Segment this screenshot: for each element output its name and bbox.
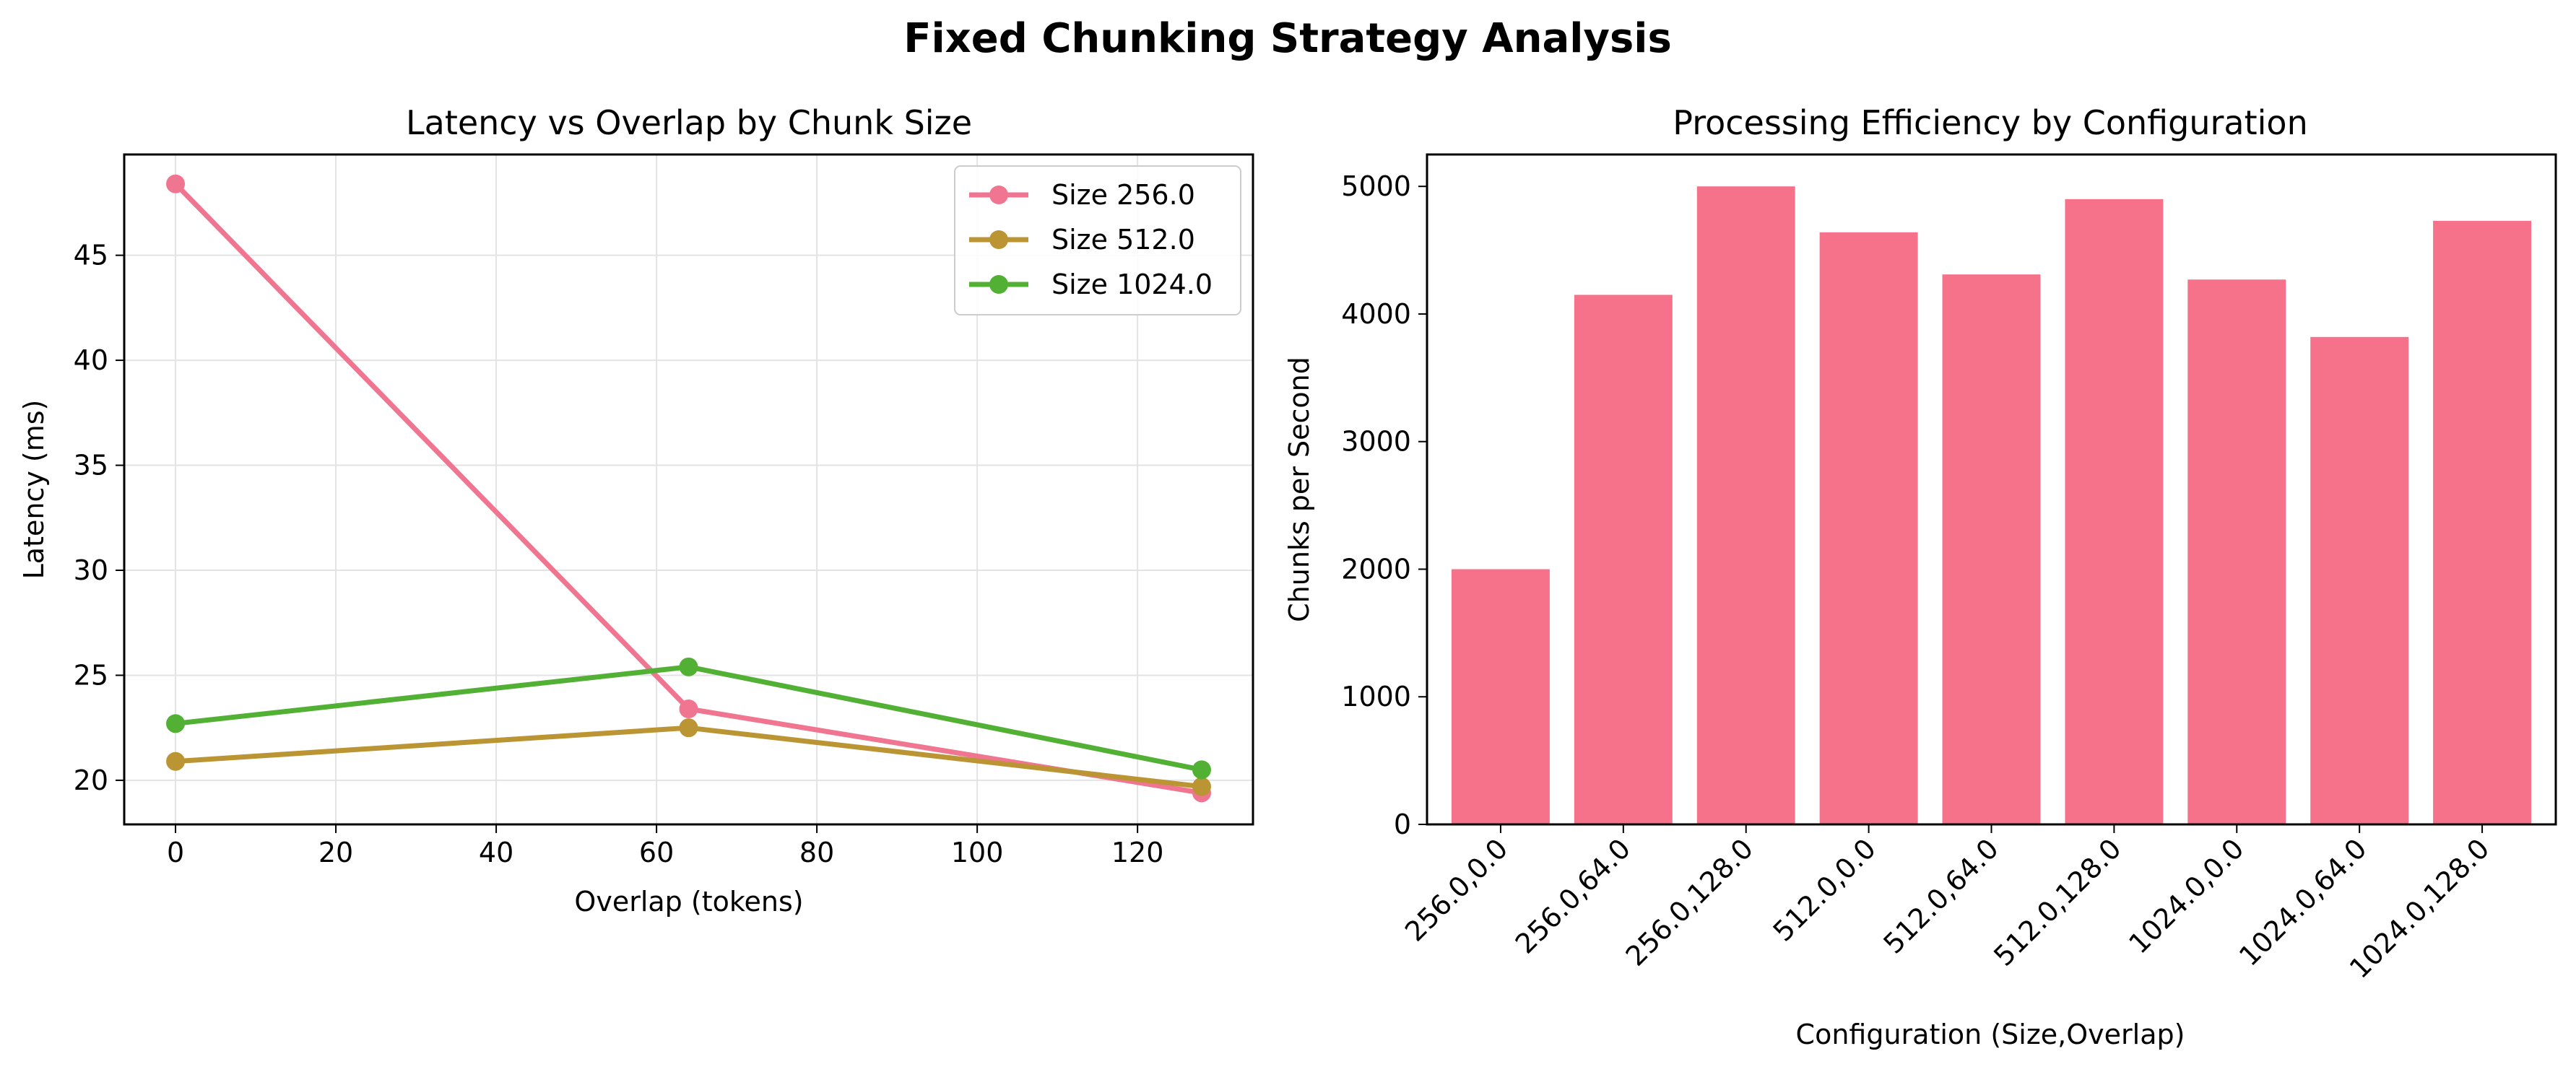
data-point	[166, 174, 186, 193]
x-tick-label: 0	[167, 837, 184, 868]
bar	[2065, 199, 2164, 824]
latency-y-ticks: 20 25 30 35 40 45	[74, 240, 124, 796]
legend-label: Size 1024.0	[1051, 269, 1213, 300]
data-point	[1192, 760, 1211, 780]
bar	[2187, 279, 2286, 824]
latency-line-chart: Latency vs Overlap by Chunk Size 0 20 40 60…	[18, 103, 1254, 918]
x-tick-label: 1024.0,64.0	[2233, 832, 2373, 972]
bar	[1696, 186, 1795, 824]
x-tick-label: 256.0,128.0	[1620, 832, 1760, 972]
x-tick-label: 1024.0,0.0	[2122, 832, 2250, 959]
legend-entry: Size 1024.0	[969, 269, 1213, 300]
bar	[1574, 295, 1673, 824]
efficiency-x-axis-label: Configuration (Size,Overlap)	[1796, 1019, 2185, 1050]
x-tick-label: 120	[1111, 837, 1164, 868]
y-tick-label: 5000	[1341, 170, 1411, 202]
bar	[2310, 336, 2409, 824]
legend-marker	[989, 230, 1008, 249]
y-tick-label: 25	[74, 659, 108, 691]
data-point	[1192, 777, 1211, 796]
efficiency-y-ticks: 0 1000 2000 3000 4000 5000	[1341, 170, 1427, 840]
y-tick-label: 4000	[1341, 298, 1411, 330]
x-tick-label: 20	[318, 837, 353, 868]
data-point	[679, 657, 698, 676]
bar	[1942, 274, 2041, 824]
legend-entry: Size 256.0	[969, 179, 1195, 211]
legend-marker	[989, 275, 1008, 294]
efficiency-bars	[1451, 186, 2532, 824]
efficiency-y-axis-label: Chunks per Second	[1283, 357, 1315, 622]
legend-entry: Size 512.0	[969, 224, 1195, 256]
x-tick-label: 512.0,64.0	[1877, 832, 2004, 959]
x-tick-label: 512.0,0.0	[1767, 832, 1882, 947]
x-tick-label: 256.0,0.0	[1399, 832, 1514, 947]
legend-box	[954, 165, 1241, 315]
y-tick-label: 3000	[1341, 426, 1411, 458]
y-tick-label: 30	[74, 554, 108, 586]
x-tick-label: 40	[479, 837, 513, 868]
efficiency-bar-chart: Processing Efficiency by Configuration 2…	[1283, 103, 2557, 1050]
data-point	[166, 751, 186, 771]
latency-x-axis-label: Overlap (tokens)	[574, 886, 803, 918]
figure-title: Fixed Chunking Strategy Analysis	[903, 15, 1672, 62]
x-tick-label: 80	[799, 837, 834, 868]
x-tick-label: 100	[951, 837, 1004, 868]
bar	[1819, 232, 1918, 824]
latency-chart-series	[166, 174, 1211, 803]
y-tick-label: 40	[74, 344, 108, 376]
latency-chart-title: Latency vs Overlap by Chunk Size	[406, 103, 972, 142]
series-line	[175, 664, 1202, 772]
x-tick-label: 60	[639, 837, 674, 868]
x-tick-label: 512.0,128.0	[1987, 832, 2128, 972]
data-point	[679, 700, 698, 718]
bar	[2433, 220, 2532, 824]
y-tick-label: 45	[74, 240, 108, 271]
y-tick-label: 0	[1394, 809, 1411, 840]
legend-marker	[989, 186, 1008, 204]
y-tick-label: 2000	[1341, 553, 1411, 585]
y-tick-label: 1000	[1341, 681, 1411, 713]
data-point	[166, 714, 186, 733]
x-tick-label: 256.0,64.0	[1509, 832, 1636, 959]
y-tick-label: 20	[74, 764, 108, 796]
latency-legend: Size 256.0 Size 512.0 Size 1024.0	[954, 165, 1241, 315]
legend-label: Size 256.0	[1051, 179, 1195, 211]
efficiency-chart-title: Processing Efficiency by Configuration	[1673, 103, 2307, 142]
y-tick-label: 35	[74, 450, 108, 481]
latency-x-ticks: 0 20 40 60 80 100 120	[167, 824, 1163, 868]
series-3	[166, 657, 1211, 780]
latency-y-axis-label: Latency (ms)	[18, 400, 50, 580]
bar	[1451, 569, 1550, 824]
series-2	[166, 718, 1211, 796]
legend-label: Size 512.0	[1051, 224, 1195, 256]
data-point	[679, 718, 698, 738]
latency-chart-frame	[123, 153, 1254, 826]
